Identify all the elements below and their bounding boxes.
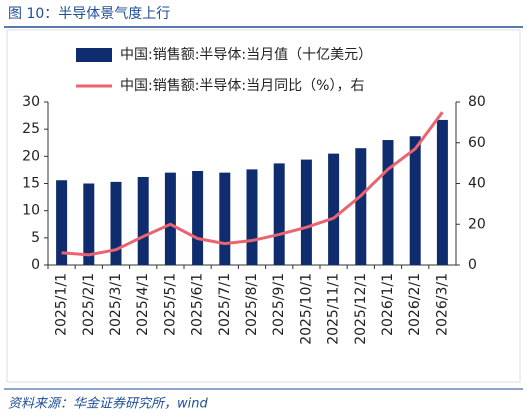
y-tick-label: 30: [22, 94, 40, 110]
bar: [83, 183, 95, 265]
x-tick-label: 2026/1/1: [380, 273, 396, 336]
y2-tick-label: 60: [468, 135, 486, 151]
y-tick-label: 25: [22, 121, 40, 137]
y2-tick-label: 0: [468, 257, 477, 273]
bar: [56, 180, 68, 265]
y-tick-label: 5: [31, 230, 40, 246]
x-tick-label: 2025/8/1: [244, 273, 260, 336]
bar: [273, 163, 285, 265]
x-tick-label: 2025/12/1: [353, 273, 369, 345]
x-tick-label: 2025/10/1: [298, 273, 314, 345]
x-tick-label: 2025/2/1: [81, 273, 97, 336]
y-tick-label: 10: [22, 203, 40, 219]
y2-tick-label: 20: [468, 216, 486, 232]
frame: [6, 29, 521, 383]
x-tick-label: 2025/1/1: [54, 273, 70, 336]
x-tick-label: 2026/2/1: [407, 273, 423, 336]
bar: [137, 176, 149, 265]
y-tick-label: 15: [22, 176, 40, 192]
legend-label: 中国:销售额:半导体:当月同比（%），右: [120, 78, 364, 94]
bar: [110, 181, 122, 265]
x-tick-label: 2025/11/1: [326, 273, 342, 345]
bar: [436, 119, 448, 266]
x-tick-label: 2025/3/1: [108, 273, 124, 336]
x-tick-label: 2025/9/1: [271, 273, 287, 336]
bar: [300, 159, 312, 265]
x-tick-label: 2025/4/1: [135, 273, 151, 336]
y-tick-label: 20: [22, 148, 40, 164]
bar: [246, 169, 258, 265]
chart-title: 图 10：半导体景气度上行: [8, 6, 170, 22]
line: [61, 111, 444, 257]
source: 资料来源：华金证券研究所，wind: [8, 396, 208, 412]
bar: [219, 172, 231, 265]
bar: [382, 140, 394, 265]
y-tick-label: 0: [31, 257, 40, 273]
bar: [164, 172, 176, 265]
bar: [328, 153, 340, 265]
y2-tick-label: 40: [468, 176, 486, 192]
x-tick-label: 2025/5/1: [162, 273, 178, 336]
legend-label: 中国:销售额:半导体:当月值（十亿美元）: [120, 47, 372, 63]
x-tick-label: 2026/3/1: [434, 273, 450, 336]
legend-swatch: [76, 48, 112, 62]
x-tick-label: 2025/6/1: [190, 273, 206, 336]
y2-tick-label: 80: [468, 94, 486, 110]
x-tick-label: 2025/7/1: [217, 273, 233, 336]
bar: [355, 148, 367, 265]
bar: [192, 171, 204, 265]
bar: [409, 136, 421, 265]
